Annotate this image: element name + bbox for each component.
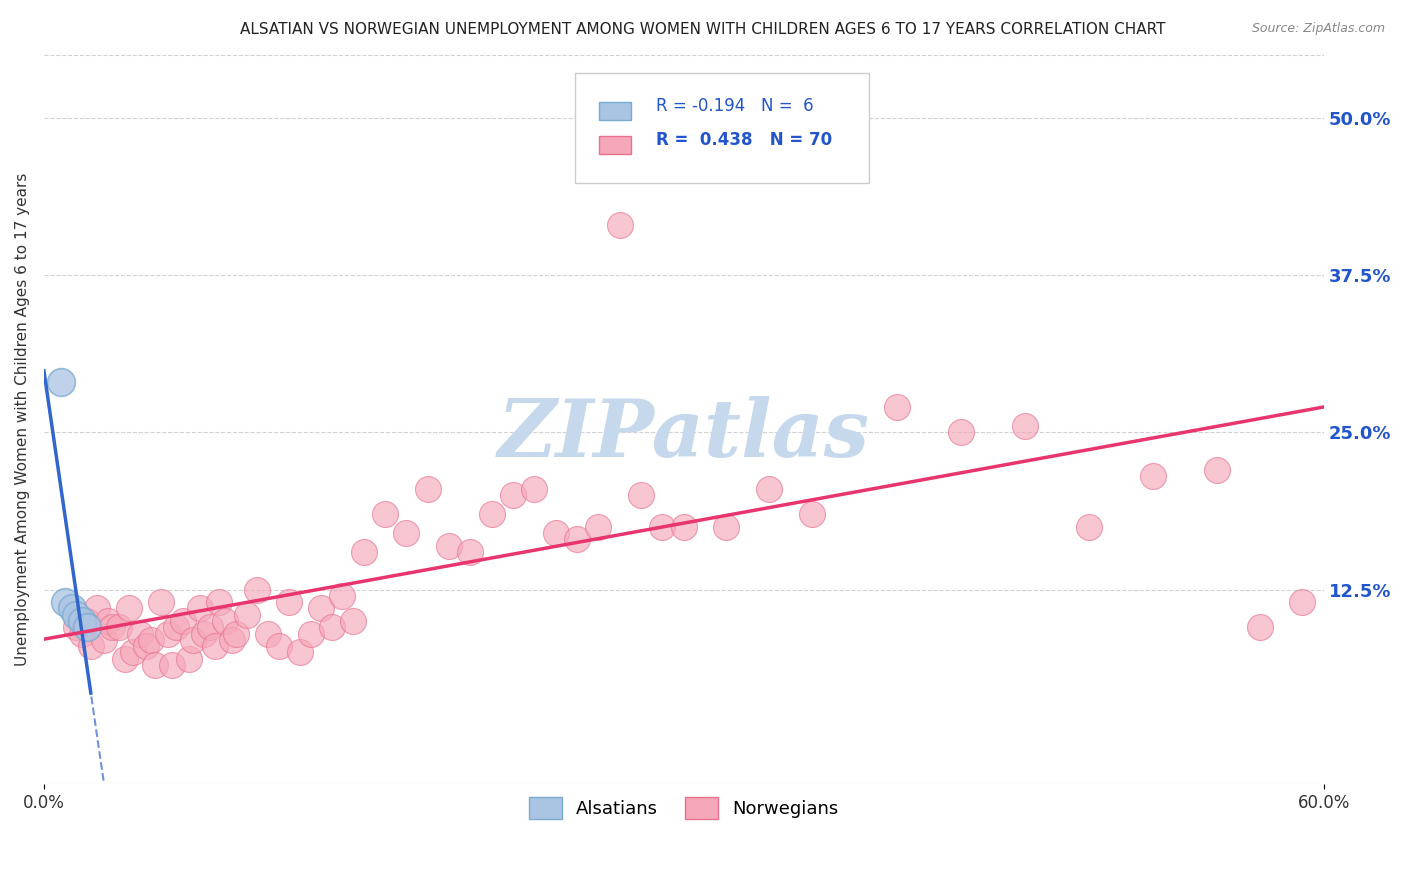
Point [544, 525, 567, 540]
Point [160, 657, 183, 672]
Point [416, 482, 439, 496]
Point [80, 639, 103, 653]
Point [1142, 469, 1164, 483]
Point [309, 601, 332, 615]
Point [76, 614, 98, 628]
FancyBboxPatch shape [599, 136, 631, 154]
Legend: Alsatians, Norwegians: Alsatians, Norwegians [522, 790, 845, 827]
Point [128, 626, 150, 640]
Text: R = -0.194   N =  6: R = -0.194 N = 6 [655, 97, 813, 115]
Point [651, 519, 673, 533]
Point [49, 375, 72, 389]
Text: ALSATIAN VS NORWEGIAN UNEMPLOYMENT AMONG WOMEN WITH CHILDREN AGES 6 TO 17 YEARS : ALSATIAN VS NORWEGIAN UNEMPLOYMENT AMONG… [240, 22, 1166, 37]
Point [332, 589, 354, 603]
Y-axis label: Unemployment Among Women with Children Ages 6 to 17 years: Unemployment Among Women with Children A… [15, 173, 30, 666]
Point [672, 519, 695, 533]
Point [72, 614, 94, 628]
Point [800, 507, 823, 521]
Point [150, 595, 173, 609]
Point [1014, 419, 1036, 434]
Point [65, 607, 87, 622]
Point [122, 645, 145, 659]
Point [143, 657, 166, 672]
Point [502, 488, 524, 502]
Point [177, 651, 200, 665]
Point [181, 632, 204, 647]
Point [225, 626, 247, 640]
Point [716, 519, 738, 533]
Point [278, 595, 301, 609]
Point [101, 620, 124, 634]
Point [1078, 519, 1101, 533]
FancyBboxPatch shape [575, 73, 869, 183]
Point [204, 639, 226, 653]
Point [886, 401, 908, 415]
Point [299, 626, 322, 640]
Point [60, 601, 83, 615]
Point [135, 639, 157, 653]
Point [257, 626, 280, 640]
Point [114, 651, 136, 665]
Point [118, 601, 141, 615]
Point [437, 539, 460, 553]
Text: R =  0.438   N = 70: R = 0.438 N = 70 [655, 131, 832, 150]
Point [93, 632, 115, 647]
Point [353, 545, 375, 559]
Point [165, 620, 187, 634]
Point [267, 639, 290, 653]
Point [172, 614, 194, 628]
Point [193, 626, 215, 640]
Point [65, 620, 87, 634]
Point [609, 218, 631, 232]
FancyBboxPatch shape [599, 103, 631, 120]
Point [246, 582, 269, 597]
Point [156, 626, 179, 640]
Point [758, 482, 780, 496]
Point [1249, 620, 1271, 634]
Point [342, 614, 364, 628]
Point [1291, 595, 1313, 609]
Point [214, 614, 236, 628]
Point [321, 620, 343, 634]
Point [844, 117, 866, 131]
Point [630, 488, 652, 502]
Point [139, 632, 162, 647]
Point [221, 632, 243, 647]
Point [288, 645, 311, 659]
Point [76, 620, 98, 634]
Point [97, 614, 120, 628]
Point [565, 533, 588, 547]
Point [395, 525, 418, 540]
Text: ZIPatlas: ZIPatlas [498, 396, 870, 473]
Point [72, 626, 94, 640]
Point [950, 425, 973, 440]
Point [107, 620, 129, 634]
Point [235, 607, 257, 622]
Point [208, 595, 231, 609]
Text: Source: ZipAtlas.com: Source: ZipAtlas.com [1251, 22, 1385, 36]
Point [523, 482, 546, 496]
Point [86, 601, 108, 615]
Point [1206, 463, 1229, 477]
Point [188, 601, 211, 615]
Point [481, 507, 503, 521]
Point [200, 620, 222, 634]
Point [460, 545, 482, 559]
Point [374, 507, 396, 521]
Point [588, 519, 610, 533]
Point [53, 595, 76, 609]
